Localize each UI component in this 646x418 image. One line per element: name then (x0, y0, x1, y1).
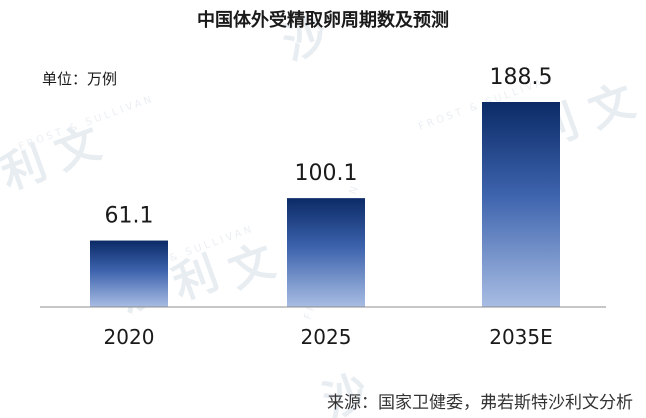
chart-title: 中国体外受精取卵周期数及预测 (197, 9, 449, 31)
x-tick-label: 2035E (489, 325, 553, 349)
unit-label: 单位：万例 (42, 70, 117, 88)
watermark-glyph: 文 (582, 75, 641, 138)
bar-2020 (90, 240, 168, 307)
x-tick-label: 2025 (301, 325, 352, 349)
source-note: 来源：国家卫健委，弗若斯特沙利文分析 (327, 393, 633, 413)
value-label-group: 61.1 100.1 188.5 (105, 65, 553, 229)
bar-2035E (482, 102, 560, 307)
data-label: 100.1 (295, 161, 358, 186)
data-label: 61.1 (105, 204, 154, 229)
bar-group (90, 102, 560, 307)
x-tick-labels: 2020 2025 2035E (104, 325, 553, 349)
x-tick-label: 2020 (104, 325, 155, 349)
bar-2025 (287, 198, 365, 307)
data-label: 188.5 (490, 65, 553, 90)
watermark-glyph: 文 (222, 235, 281, 298)
